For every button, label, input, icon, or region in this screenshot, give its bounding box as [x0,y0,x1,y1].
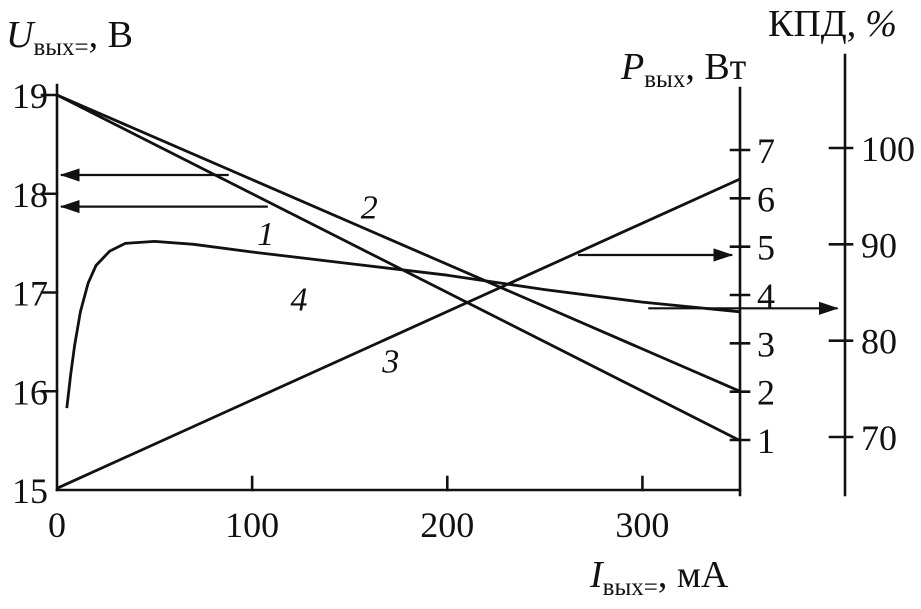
p-axis-symbol: P [621,46,645,88]
i-axis-units: , мА [657,554,729,596]
p-axis-tick-label: 2 [757,373,775,413]
curve-3 [56,177,741,490]
u-axis-tick-label: 19 [12,76,48,116]
curve-4 [65,239,741,409]
curve-2 [56,93,741,393]
i-axis-symbol: I [590,554,603,596]
x-axis-tick-label: 100 [225,505,279,545]
p-axis-tick-label: 6 [757,179,775,219]
x-axis-tick-label: 0 [48,505,66,545]
curve-label-2: 2 [361,189,378,226]
u-axis-tick-label: 16 [12,372,48,412]
left-axis-title: Uвых=, В [6,16,133,60]
p-axis-tick-label: 1 [757,421,775,461]
curve-label-3: 3 [381,343,399,380]
kpd-axis-units: % [865,3,897,45]
u-axis-subscript: вых= [33,34,89,61]
efficiency-axis-title: КПД,% [768,5,897,43]
u-axis-tick-label: 18 [12,175,48,215]
u-axis-tick-label: 15 [12,471,48,511]
kpd-axis-tick-label: 70 [861,418,897,458]
i-axis-subscript: вых= [602,574,658,601]
power-axis-title: Pвых, Вт [621,48,746,92]
kpd-axis-tick-label: 100 [861,129,915,169]
kpd-axis-label: КПД, [768,3,857,45]
p-axis-tick-label: 4 [757,276,775,316]
u-axis-tick-label: 17 [12,274,48,314]
x-axis-tick-label: 300 [615,505,669,545]
curve-1 [56,93,741,442]
p-axis-tick-label: 3 [757,324,775,364]
x-axis-title: Iвых=, мА [590,556,728,600]
p-axis-tick-label: 5 [757,228,775,268]
p-axis-subscript: вых [644,66,686,93]
u-axis-units: , В [88,14,134,56]
kpd-axis-tick-label: 80 [861,322,897,362]
kpd-axis-tick-label: 90 [861,225,897,265]
x-axis-tick-label: 200 [420,505,474,545]
curve-label-1: 1 [257,216,274,253]
p-axis-units: , Вт [685,46,747,88]
u-axis-symbol: U [6,14,34,56]
p-axis-tick-label: 7 [757,131,775,171]
curve-label-4: 4 [290,281,307,318]
